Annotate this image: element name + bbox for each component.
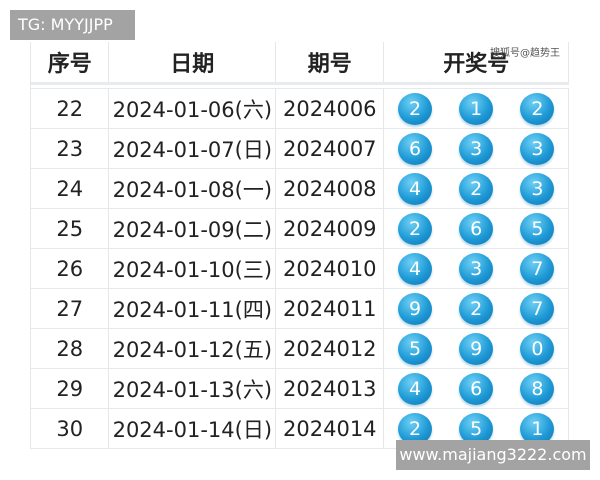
site-watermark: www.majiang3222.com xyxy=(396,440,590,470)
number-ball: 4 xyxy=(397,372,432,405)
row-issue: 2024008 xyxy=(276,169,385,208)
row-date: 2024-01-07(日) xyxy=(109,129,277,168)
row-date: 2024-01-14(日) xyxy=(109,409,277,448)
number-ball: 2 xyxy=(459,292,494,325)
number-ball: 8 xyxy=(520,372,555,405)
row-no: 29 xyxy=(31,369,110,408)
row-issue: 2024014 xyxy=(276,409,385,448)
number-ball: 1 xyxy=(459,92,494,125)
row-no: 24 xyxy=(31,169,110,208)
row-issue: 2024010 xyxy=(276,249,385,288)
number-ball: 5 xyxy=(397,332,432,365)
number-ball: 7 xyxy=(520,252,555,285)
row-date: 2024-01-13(六) xyxy=(109,369,277,408)
number-ball: 2 xyxy=(397,412,432,445)
number-ball: 5 xyxy=(459,412,494,445)
row-no: 26 xyxy=(31,249,110,288)
number-ball: 0 xyxy=(520,332,555,365)
number-ball: 7 xyxy=(520,292,555,325)
number-ball: 6 xyxy=(459,372,494,405)
number-ball: 9 xyxy=(459,332,494,365)
header-draw: 开奖号 搜狐号@趋势王 xyxy=(384,42,570,82)
row-no: 23 xyxy=(31,129,110,168)
row-no: 30 xyxy=(31,409,110,448)
row-issue: 2024009 xyxy=(276,209,385,248)
number-ball: 6 xyxy=(397,132,432,165)
row-issue: 2024006 xyxy=(276,89,385,128)
number-ball: 2 xyxy=(397,212,432,245)
header-no: 序号 xyxy=(31,42,110,82)
lottery-table: 序号 日期 期号 开奖号 搜狐号@趋势王 22 2024-01-06(六) 202… xyxy=(30,42,570,449)
row-issue: 2024007 xyxy=(276,129,385,168)
row-no: 22 xyxy=(31,89,110,128)
row-date: 2024-01-11(四) xyxy=(109,289,277,328)
number-ball: 9 xyxy=(397,292,432,325)
partial-row xyxy=(31,85,569,89)
number-ball: 2 xyxy=(397,92,432,125)
header-date: 日期 xyxy=(109,42,277,82)
row-issue: 2024013 xyxy=(276,369,385,408)
row-no: 27 xyxy=(31,289,110,328)
row-no: 25 xyxy=(31,209,110,248)
header-issue: 期号 xyxy=(276,42,385,82)
row-date: 2024-01-09(二) xyxy=(109,209,277,248)
number-ball: 1 xyxy=(520,412,555,445)
row-no: 28 xyxy=(31,329,110,368)
header-draw-label: 开奖号 xyxy=(443,52,510,77)
number-ball: 4 xyxy=(397,252,432,285)
row-date: 2024-01-06(六) xyxy=(109,89,277,128)
number-ball: 5 xyxy=(520,212,555,245)
row-date: 2024-01-12(五) xyxy=(109,329,277,368)
number-ball: 3 xyxy=(520,132,555,165)
row-date: 2024-01-08(一) xyxy=(109,169,277,208)
number-ball: 3 xyxy=(459,252,494,285)
number-ball: 3 xyxy=(520,172,555,205)
number-ball: 4 xyxy=(397,172,432,205)
row-issue: 2024011 xyxy=(276,289,385,328)
table-body: 22 2024-01-06(六) 2024006 2 1 2 23 2024-01-0… xyxy=(31,89,570,449)
row-issue: 2024012 xyxy=(276,329,385,368)
number-ball: 2 xyxy=(459,172,494,205)
number-ball: 3 xyxy=(459,132,494,165)
number-ball: 6 xyxy=(459,212,494,245)
sohu-watermark: 搜狐号@趋势王 xyxy=(490,48,561,59)
number-ball: 2 xyxy=(520,92,555,125)
table-header: 序号 日期 期号 开奖号 搜狐号@趋势王 xyxy=(31,42,570,85)
tg-watermark: TG: MYYJJPP xyxy=(10,10,135,40)
row-date: 2024-01-10(三) xyxy=(109,249,277,288)
